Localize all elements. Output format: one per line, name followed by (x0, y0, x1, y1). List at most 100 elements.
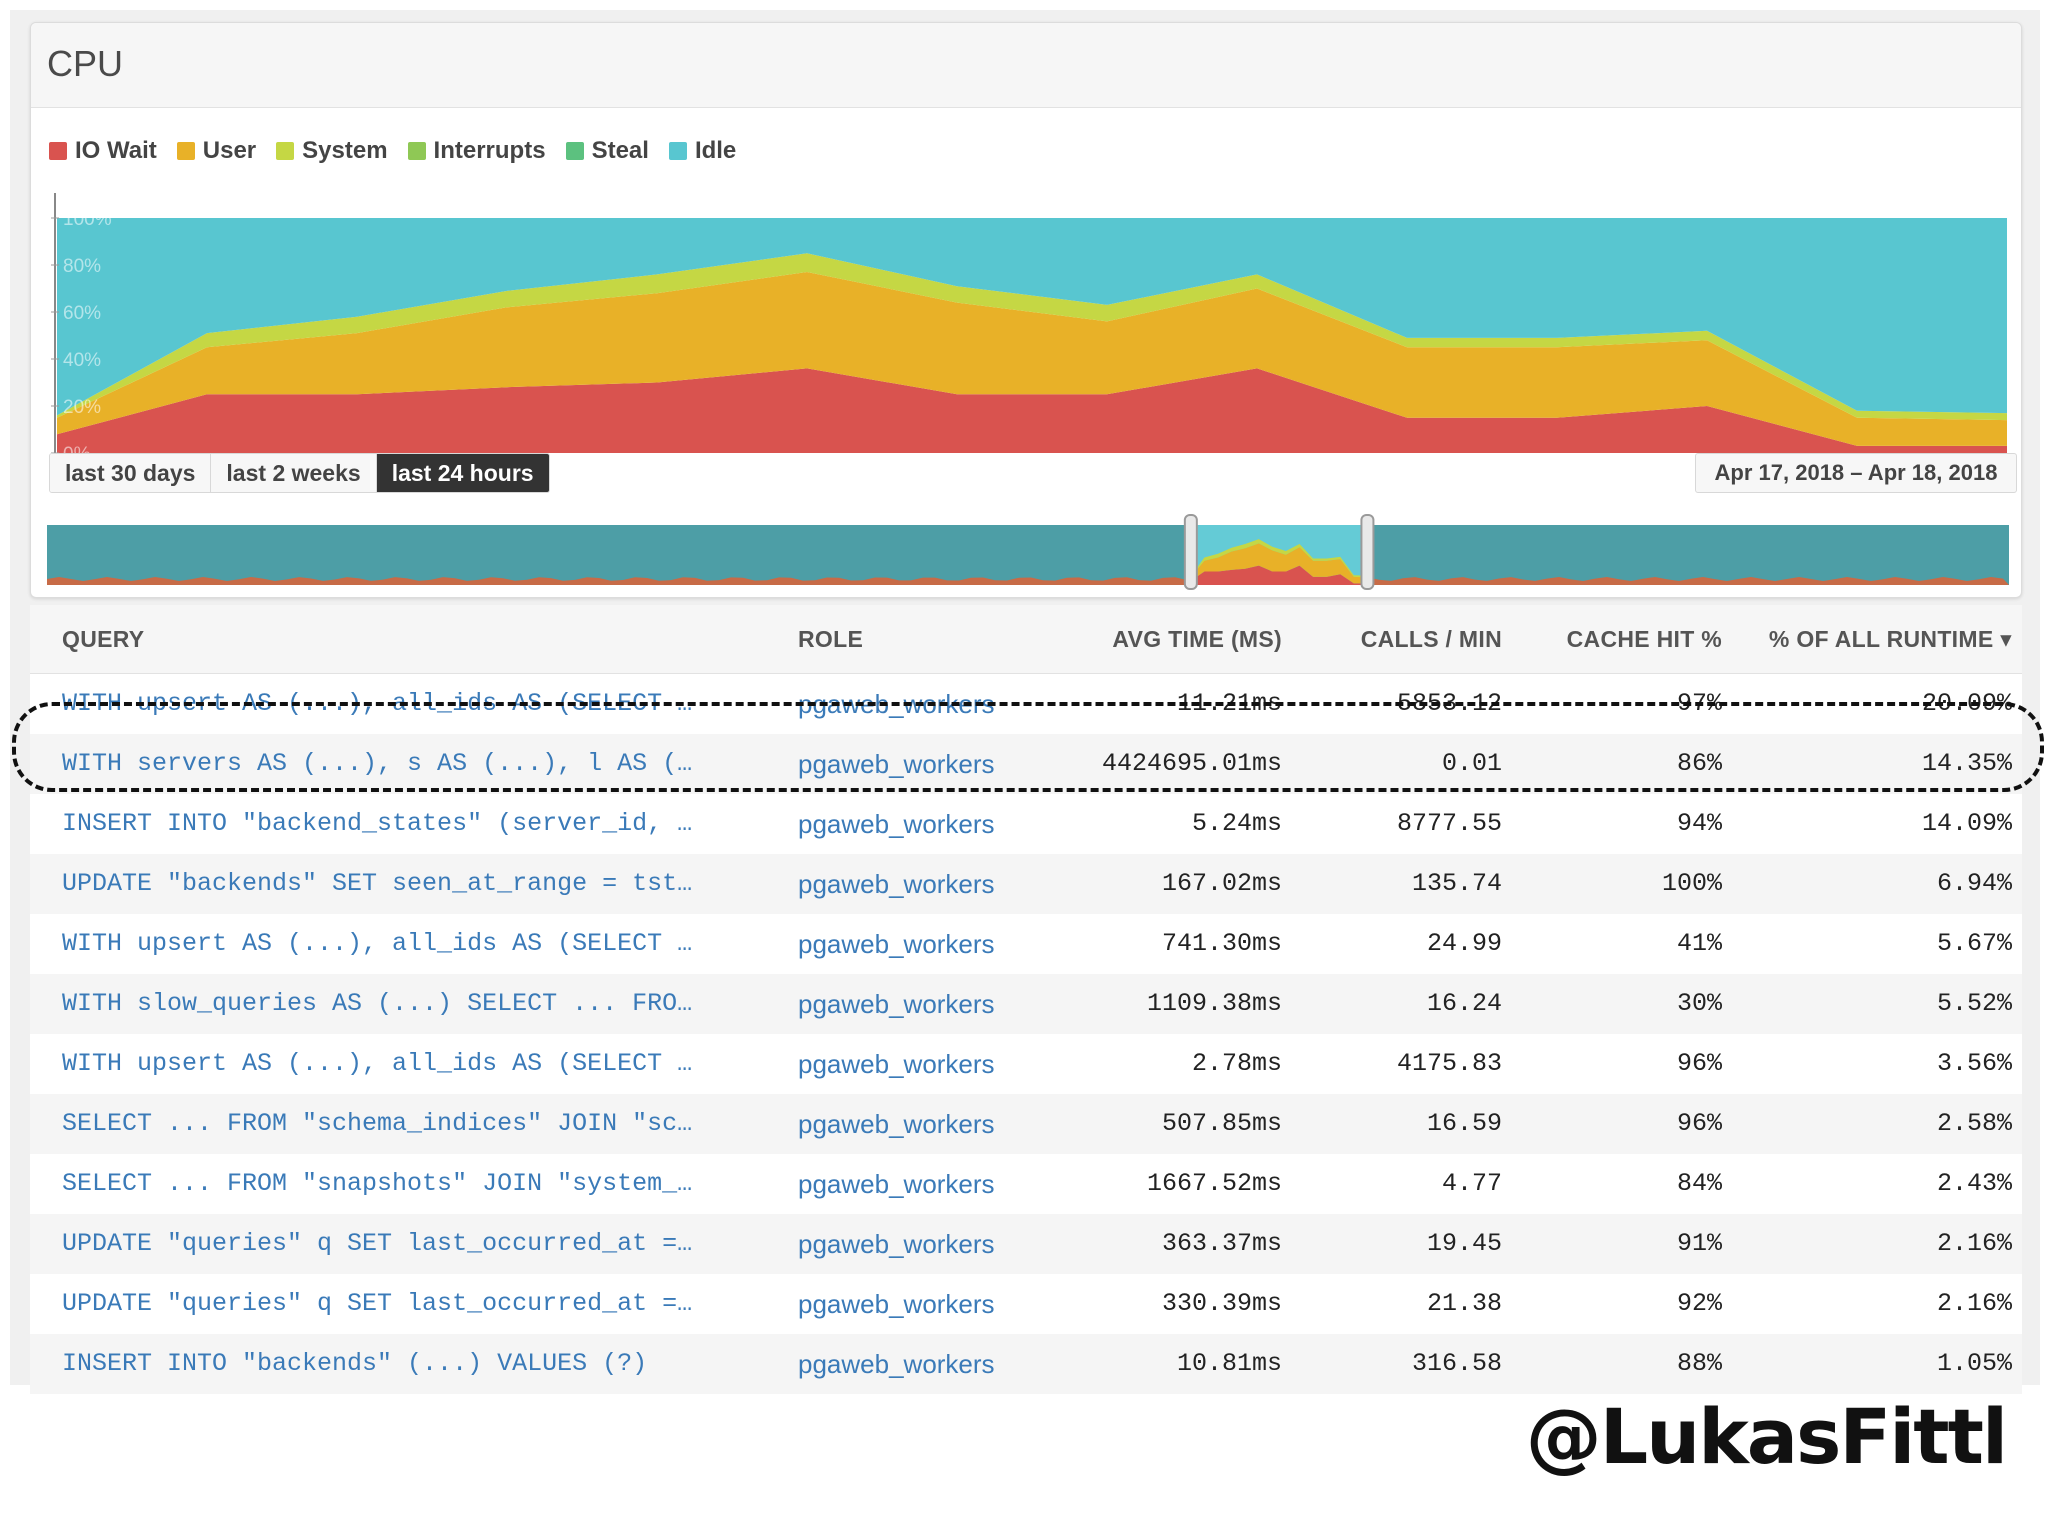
calls-cell: 24.99 (1426, 929, 1502, 958)
runtime-cell: 20.09% (1921, 689, 2012, 718)
calls-cell: 5853.12 (1396, 689, 1502, 718)
legend-swatch (668, 142, 687, 160)
calls-cell: 4175.83 (1396, 1049, 1502, 1078)
query-cell[interactable]: SELECT ... FROM "schema_indices" JOIN "s… (62, 1109, 693, 1138)
legend-item[interactable]: User (176, 137, 257, 165)
y-tick-label: 80% (63, 256, 101, 277)
avg-time-cell: 1667.52ms (1146, 1169, 1282, 1198)
range-button[interactable]: last 2 weeks (211, 454, 377, 492)
role-cell[interactable]: pgaweb_workers (798, 1349, 995, 1379)
navigator-right-handle[interactable] (1360, 514, 1375, 590)
avg-time-cell: 2.78ms (1191, 1049, 1282, 1078)
table-row[interactable]: SELECT ... FROM "schema_indices" JOIN "s… (30, 1094, 2022, 1154)
header-query[interactable]: QUERY (62, 626, 145, 652)
query-cell[interactable]: INSERT INTO "backends" (...) VALUES (?) (62, 1349, 648, 1378)
legend-swatch (49, 142, 67, 160)
runtime-cell: 3.56% (1936, 1049, 2012, 1078)
area-series-system (57, 253, 2007, 421)
header-role[interactable]: ROLE (798, 626, 864, 652)
table-row[interactable]: UPDATE "backends" SET seen_at_range = ts… (30, 854, 2022, 914)
avg-time-cell: 741.30ms (1161, 929, 1282, 958)
avg-time-cell: 11.21ms (1176, 689, 1282, 718)
navigator-activity (47, 577, 2009, 585)
range-button[interactable]: last 24 hours (376, 454, 549, 492)
query-cell[interactable]: INSERT INTO "backend_states" (server_id,… (62, 809, 693, 838)
date-range-display[interactable]: Apr 17, 2018 – Apr 18, 2018 (1695, 453, 2017, 493)
query-cell[interactable]: UPDATE "queries" q SET last_occurred_at … (62, 1289, 693, 1318)
query-cell[interactable]: WITH upsert AS (...), all_ids AS (SELECT… (62, 689, 693, 718)
role-cell[interactable]: pgaweb_workers (798, 989, 995, 1019)
legend-label: IO Wait (75, 137, 157, 164)
legend-label: User (202, 137, 257, 164)
cache-hit-cell: 84% (1676, 1169, 1722, 1198)
chart-legend: IO Wait User System Interrupts Steal Idle (49, 133, 756, 169)
avg-time-cell: 507.85ms (1161, 1109, 1282, 1138)
table-row[interactable]: SELECT ... FROM "snapshots" JOIN "system… (30, 1154, 2022, 1214)
navigator-preview-area (1190, 565, 1368, 585)
legend-item[interactable]: IO Wait (49, 137, 157, 165)
panel-title: CPU (47, 43, 124, 84)
table-row[interactable]: WITH upsert AS (...), all_ids AS (SELECT… (30, 914, 2022, 974)
header-avg-time[interactable]: AVG TIME (MS) (1112, 626, 1282, 652)
query-cell[interactable]: SELECT ... FROM "snapshots" JOIN "system… (62, 1169, 693, 1198)
header-calls[interactable]: CALLS / MIN (1360, 626, 1502, 652)
table-row[interactable]: INSERT INTO "backends" (...) VALUES (?) p… (30, 1334, 2022, 1394)
legend-item[interactable]: System (276, 137, 388, 165)
header-runtime-sort[interactable]: % OF ALL RUNTIME ▾ (1768, 626, 2012, 652)
navigator-left-handle[interactable] (1183, 514, 1198, 590)
table-row[interactable]: WITH upsert AS (...), all_ids AS (SELECT… (30, 674, 2022, 734)
legend-label: System (302, 137, 388, 164)
role-cell[interactable]: pgaweb_workers (798, 929, 995, 959)
header-cache-hit[interactable]: CACHE HIT % (1566, 626, 1722, 652)
runtime-cell: 14.09% (1921, 809, 2012, 838)
calls-cell: 8777.55 (1396, 809, 1502, 838)
cache-hit-cell: 30% (1676, 989, 1722, 1018)
table-row[interactable]: INSERT INTO "backend_states" (server_id,… (30, 794, 2022, 854)
role-cell[interactable]: pgaweb_workers (798, 1049, 995, 1079)
role-cell[interactable]: pgaweb_workers (798, 1109, 995, 1139)
cache-hit-cell: 96% (1676, 1049, 1722, 1078)
table-row[interactable]: WITH slow_queries AS (...) SELECT ... FR… (30, 974, 2022, 1034)
avg-time-cell: 363.37ms (1161, 1229, 1282, 1258)
table-row[interactable]: WITH upsert AS (...), all_ids AS (SELECT… (30, 1034, 2022, 1094)
legend-label: Interrupts (433, 137, 546, 164)
panel-header: CPU (31, 23, 2021, 108)
calls-cell: 16.59 (1426, 1109, 1502, 1138)
role-cell[interactable]: pgaweb_workers (798, 869, 995, 899)
cache-hit-cell: 92% (1676, 1289, 1722, 1318)
y-tick-label: 60% (63, 303, 101, 324)
query-cell[interactable]: WITH servers AS (...), s AS (...), l AS … (62, 749, 693, 778)
query-cell[interactable]: UPDATE "queries" q SET last_occurred_at … (62, 1229, 693, 1258)
cache-hit-cell: 97% (1676, 689, 1722, 718)
range-button[interactable]: last 30 days (50, 454, 212, 492)
role-cell[interactable]: pgaweb_workers (798, 809, 995, 839)
role-cell[interactable]: pgaweb_workers (798, 749, 995, 779)
calls-cell: 16.24 (1426, 989, 1502, 1018)
legend-label: Steal (591, 137, 649, 164)
role-cell[interactable]: pgaweb_workers (798, 1289, 995, 1319)
avg-time-cell: 330.39ms (1161, 1289, 1282, 1318)
runtime-cell: 1.05% (1936, 1349, 2012, 1378)
runtime-cell: 2.16% (1936, 1289, 2012, 1318)
query-cell[interactable]: WITH upsert AS (...), all_ids AS (SELECT… (62, 929, 693, 958)
legend-item[interactable]: Interrupts (407, 137, 546, 165)
query-cell[interactable]: UPDATE "backends" SET seen_at_range = ts… (62, 869, 693, 898)
legend-label: Idle (694, 137, 737, 164)
role-cell[interactable]: pgaweb_workers (798, 689, 995, 719)
table-row[interactable]: UPDATE "queries" q SET last_occurred_at … (30, 1214, 2022, 1274)
calls-cell: 0.01 (1441, 749, 1502, 778)
avg-time-cell: 167.02ms (1161, 869, 1282, 898)
table-row[interactable]: UPDATE "queries" q SET last_occurred_at … (30, 1274, 2022, 1334)
query-cell[interactable]: WITH upsert AS (...), all_ids AS (SELECT… (62, 1049, 693, 1078)
legend-item[interactable]: Steal (565, 137, 649, 165)
role-cell[interactable]: pgaweb_workers (798, 1229, 995, 1259)
range-navigator[interactable] (47, 513, 2009, 593)
navigator-background (47, 525, 2009, 585)
runtime-cell: 14.35% (1921, 749, 2012, 778)
role-cell[interactable]: pgaweb_workers (798, 1169, 995, 1199)
query-cell[interactable]: WITH slow_queries AS (...) SELECT ... FR… (62, 989, 693, 1018)
table-row[interactable]: WITH servers AS (...), s AS (...), l AS … (30, 734, 2022, 794)
legend-item[interactable]: Idle (668, 137, 737, 165)
cache-hit-cell: 96% (1676, 1109, 1722, 1138)
cache-hit-cell: 91% (1676, 1229, 1722, 1258)
